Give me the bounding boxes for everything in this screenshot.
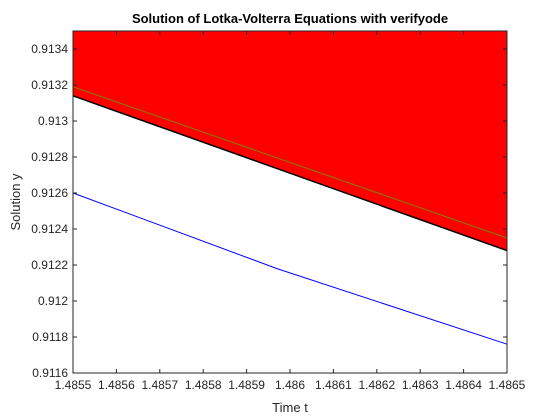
- x-tick-label: 1.4858: [185, 378, 222, 392]
- series-line-2: [72, 86, 508, 239]
- y-tick-label: 0.9128: [31, 150, 68, 164]
- y-tick-label: 0.912: [38, 294, 68, 308]
- y-tick-label: 0.9122: [31, 258, 68, 272]
- series-line-1: [72, 95, 508, 252]
- x-tick-label: 1.4863: [402, 378, 439, 392]
- series-layer: [72, 31, 508, 345]
- y-tick-label: 0.9118: [32, 330, 68, 344]
- x-tick-label: 1.4857: [141, 378, 178, 392]
- y-tick-label: 0.9134: [31, 42, 68, 56]
- y-axis-label: Solution y: [8, 173, 23, 231]
- y-tick-label: 0.913: [38, 114, 68, 128]
- y-tick-label: 0.9116: [32, 366, 68, 380]
- y-tick-label: 0.9132: [31, 78, 68, 92]
- x-tick-label: 1.4855: [55, 378, 92, 392]
- chart-title: Solution of Lotka-Volterra Equations wit…: [132, 11, 448, 26]
- x-axis-ticks: 1.4855 1.4856 1.4857 1.4858 1.4859 1.486 1.486…: [55, 31, 526, 392]
- x-axis-label: Time t: [272, 400, 308, 415]
- x-tick-label: 1.4862: [358, 378, 395, 392]
- x-tick-label: 1.4864: [445, 378, 482, 392]
- series-line-3: [72, 192, 508, 345]
- x-tick-label: 1.4859: [228, 378, 265, 392]
- x-tick-label: 1.4861: [315, 378, 352, 392]
- y-tick-label: 0.9126: [31, 186, 68, 200]
- x-tick-label: 1.486: [275, 378, 305, 392]
- x-tick-label: 1.4856: [98, 378, 135, 392]
- y-axis-ticks: 0.9116 0.9118 0.912 0.9122 0.9124 0.9126 0.912…: [31, 42, 507, 380]
- y-tick-label: 0.9124: [31, 222, 68, 236]
- x-tick-label: 1.4865: [489, 378, 526, 392]
- enclosure-band-0: [73, 31, 507, 251]
